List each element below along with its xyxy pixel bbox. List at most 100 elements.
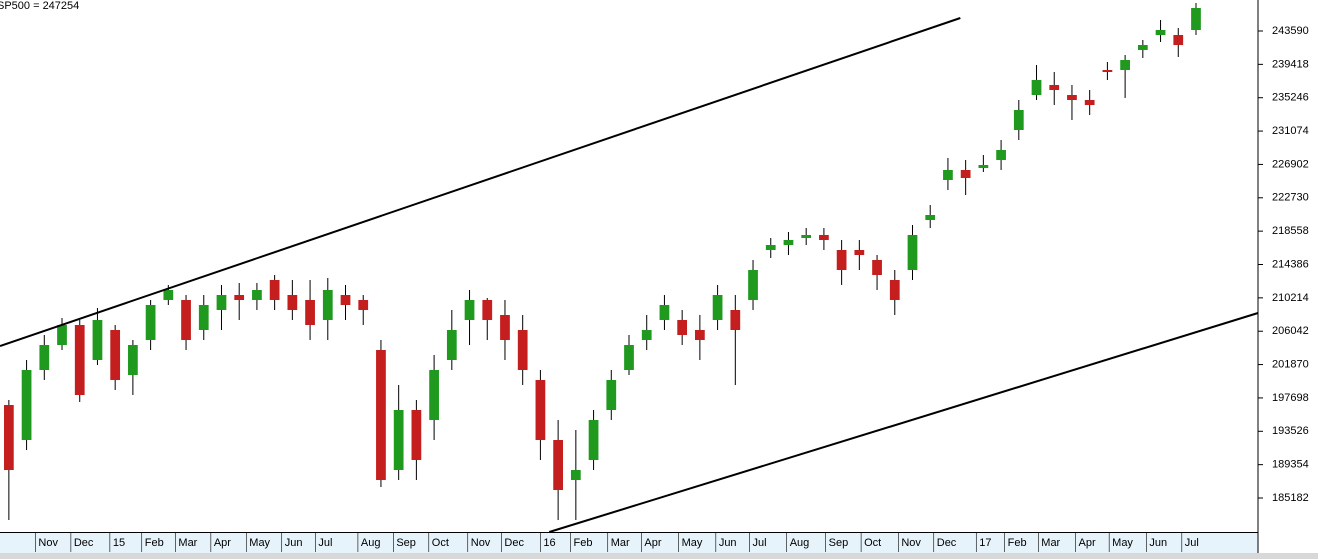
candle-body	[641, 330, 652, 341]
x-tick-label: Jul	[752, 537, 766, 549]
candle-body	[943, 170, 953, 181]
candle-body	[783, 240, 794, 245]
candle-body	[1102, 70, 1113, 72]
candle-body	[500, 315, 510, 341]
candle-body	[553, 440, 563, 490]
x-tick-label: Nov	[38, 537, 58, 549]
candle-body	[907, 234, 918, 271]
x-tick-label: May	[249, 537, 270, 549]
candle-body	[57, 325, 67, 346]
y-tick-label: 226902	[1272, 158, 1309, 170]
candle-body	[340, 295, 351, 305]
candle-body	[1067, 94, 1077, 101]
candle-body	[889, 280, 900, 301]
candle-body	[712, 295, 723, 320]
x-tick-label: 17	[979, 537, 991, 549]
candle-body	[305, 300, 315, 326]
y-tick-label: 218558	[1272, 225, 1309, 237]
y-tick-label: 197698	[1272, 392, 1309, 404]
candle-body	[358, 300, 369, 311]
candle-body	[606, 380, 617, 411]
x-tick-label: Aug	[361, 537, 381, 549]
x-tick-label: Jul	[318, 537, 332, 549]
candle-body	[145, 304, 156, 341]
candle-body	[819, 234, 829, 241]
candle-body	[535, 380, 546, 441]
x-tick-label: Apr	[1079, 537, 1096, 549]
candle-body	[925, 215, 936, 220]
x-tick-label: Nov	[471, 537, 491, 549]
candle-body	[765, 244, 776, 250]
y-tick-label: 239418	[1272, 58, 1309, 70]
lower-panel-strip	[0, 553, 1318, 559]
candle-body	[695, 330, 705, 341]
y-tick-label: 214386	[1272, 258, 1309, 270]
trendline	[0, 17, 961, 347]
x-tick-label: Mar	[611, 537, 630, 549]
x-tick-label: Jun	[719, 537, 737, 549]
candle-body	[376, 350, 386, 481]
candle-body	[198, 304, 209, 331]
candle-body	[1049, 85, 1060, 90]
y-tick-label: 185182	[1272, 492, 1309, 504]
x-tick-label: Sep	[396, 537, 416, 549]
candle-body	[659, 304, 670, 320]
candle-body	[216, 295, 227, 311]
candle-body	[1173, 34, 1184, 45]
candle-body	[624, 345, 634, 371]
candle-body	[836, 249, 847, 271]
candle-body	[429, 370, 439, 420]
candle-body	[1137, 44, 1148, 50]
y-tick-label: 201870	[1272, 358, 1309, 370]
x-tick-label: Oct	[864, 537, 881, 549]
candle-body	[411, 410, 422, 461]
y-tick-label: 231074	[1272, 125, 1309, 137]
candle-body	[1191, 8, 1201, 30]
x-tick-label: Feb	[574, 537, 593, 549]
x-tick-label: Apr	[644, 537, 661, 549]
x-tick-label: Jun	[285, 537, 303, 549]
candle-body	[252, 289, 262, 301]
x-tick-label: Feb	[145, 537, 164, 549]
candle-body	[1031, 80, 1042, 95]
x-tick-label: Apr	[214, 537, 231, 549]
candle-body	[960, 170, 971, 179]
x-tick-label: Dec	[74, 537, 94, 549]
candle-body	[21, 370, 32, 441]
candle-body	[128, 345, 138, 376]
x-tick-label: 16	[543, 537, 555, 549]
candle-body	[517, 330, 528, 371]
candle-body	[464, 300, 475, 320]
x-axis-band	[0, 533, 1258, 553]
candle-body	[801, 234, 812, 239]
candle-body	[482, 300, 493, 320]
candle-body	[730, 310, 741, 331]
x-tick-label: May	[682, 537, 703, 549]
y-tick-label: 243590	[1272, 25, 1309, 37]
x-tick-label: Feb	[1008, 537, 1027, 549]
candle-body	[74, 325, 85, 396]
candle-body	[39, 345, 50, 371]
candle-body	[588, 419, 599, 461]
x-tick-label: May	[1112, 537, 1133, 549]
candle-body	[446, 330, 457, 360]
y-tick-label: 206042	[1272, 325, 1309, 337]
trendline	[548, 312, 1259, 533]
x-tick-label: 15	[113, 537, 125, 549]
y-tick-label: 210214	[1272, 292, 1309, 304]
candle-body	[92, 319, 103, 360]
candle-body	[269, 280, 280, 301]
candle-body	[322, 289, 333, 320]
chart-title: SP500 = 247254	[0, 0, 79, 12]
candle-body	[872, 259, 882, 275]
candle-body	[393, 410, 404, 471]
y-tick-label: 193526	[1272, 425, 1309, 437]
x-tick-label: Dec	[504, 537, 524, 549]
y-tick-label: 222730	[1272, 192, 1309, 204]
candle-body	[1013, 109, 1024, 130]
x-tick-label: Aug	[790, 537, 810, 549]
candle-body	[1084, 100, 1095, 105]
x-tick-label: Jun	[1149, 537, 1167, 549]
candle-body	[570, 470, 581, 481]
